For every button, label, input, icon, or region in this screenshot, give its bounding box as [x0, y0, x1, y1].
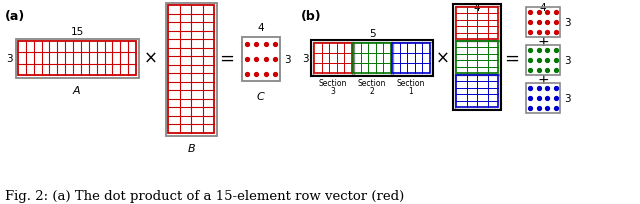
Text: 2: 2	[370, 86, 374, 95]
Text: 5: 5	[369, 29, 375, 39]
Text: 3: 3	[331, 86, 335, 95]
Bar	[392, 44, 430, 74]
Bar	[454, 7, 499, 41]
Bar	[456, 42, 498, 74]
Text: 3: 3	[302, 54, 309, 64]
Text: Section: Section	[319, 79, 347, 88]
Text: Section: Section	[397, 79, 425, 88]
Bar	[526, 46, 560, 76]
Bar	[312, 42, 353, 75]
Text: $A$: $A$	[72, 84, 82, 95]
Text: Section: Section	[358, 79, 386, 88]
Bar	[351, 42, 392, 75]
Text: 4: 4	[188, 0, 195, 1]
Text: 3: 3	[564, 18, 571, 28]
Text: +: +	[537, 73, 549, 86]
Text: +: +	[537, 35, 549, 49]
Text: 3: 3	[564, 94, 571, 103]
Text: ×: ×	[436, 50, 450, 68]
Text: 1: 1	[408, 86, 413, 95]
Bar	[168, 6, 214, 133]
Text: 4: 4	[258, 23, 264, 33]
Bar	[166, 3, 216, 136]
Bar	[456, 8, 498, 40]
Bar	[314, 44, 352, 74]
Bar	[311, 41, 433, 77]
Bar	[15, 39, 138, 78]
Text: $C$: $C$	[256, 90, 266, 102]
Text: Fig. 2: (a) The dot product of a 15-element row vector (red): Fig. 2: (a) The dot product of a 15-elem…	[5, 189, 404, 202]
Text: 3: 3	[564, 56, 571, 66]
Text: (a): (a)	[5, 10, 25, 23]
Text: ×: ×	[144, 50, 158, 68]
Text: 3: 3	[284, 55, 291, 65]
Text: (b): (b)	[301, 10, 322, 23]
Text: =: =	[504, 50, 520, 68]
Bar	[390, 42, 431, 75]
Bar	[242, 38, 280, 82]
Bar	[453, 5, 501, 110]
Bar	[454, 74, 499, 109]
Bar	[18, 42, 136, 76]
Bar	[526, 8, 560, 38]
Bar	[353, 44, 391, 74]
Bar	[526, 84, 560, 113]
Text: 4: 4	[474, 3, 480, 13]
Text: $B$: $B$	[186, 141, 195, 153]
Text: 4: 4	[540, 3, 547, 13]
Text: 15: 15	[70, 27, 84, 37]
Bar	[456, 76, 498, 108]
Text: 3: 3	[6, 54, 13, 64]
Text: =: =	[220, 50, 234, 68]
Bar	[454, 40, 499, 75]
